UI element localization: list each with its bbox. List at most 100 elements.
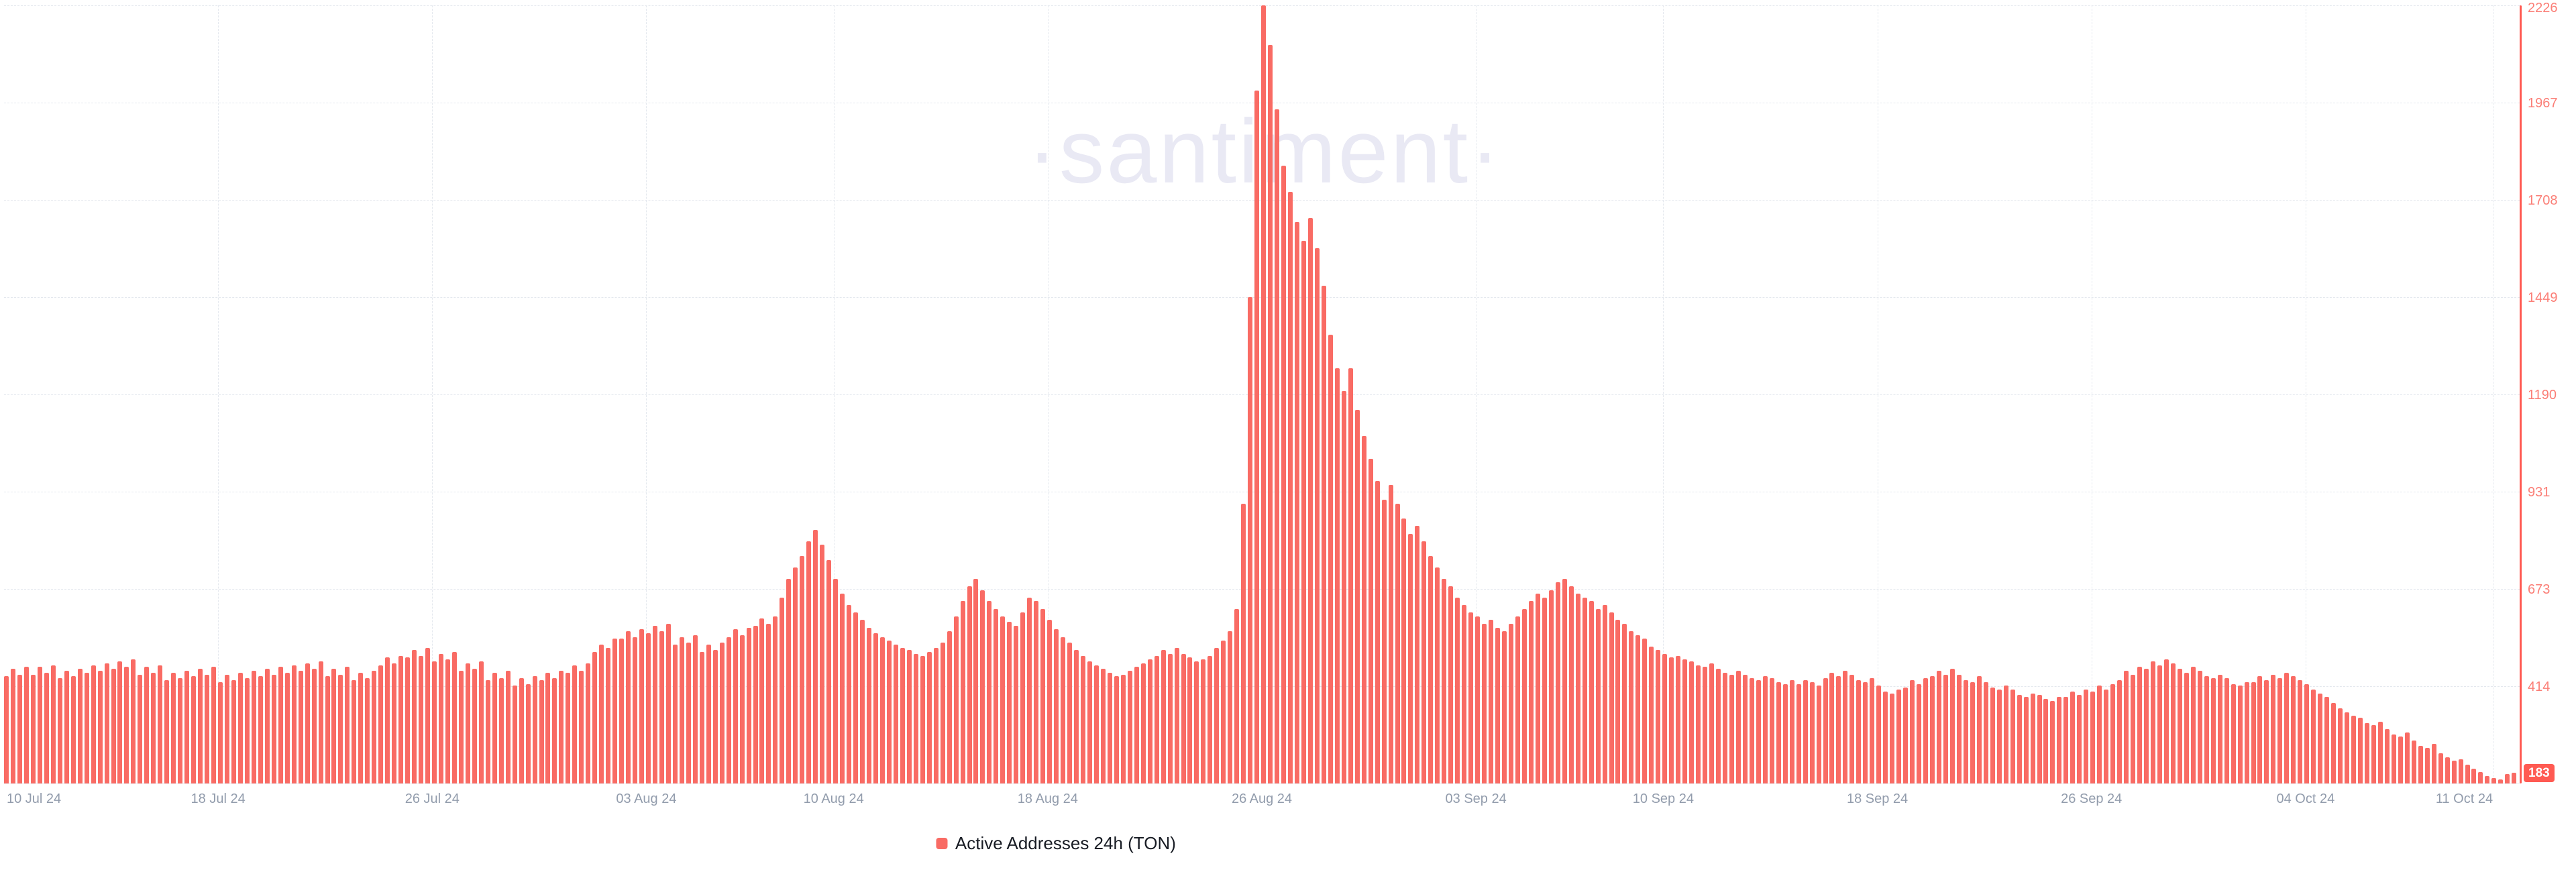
bar[interactable] [940, 642, 945, 783]
bar[interactable] [91, 665, 96, 783]
bar[interactable] [224, 674, 229, 783]
bar[interactable] [599, 644, 604, 783]
bar[interactable] [2157, 665, 2162, 783]
bar[interactable] [124, 667, 129, 783]
bar[interactable] [1863, 682, 1868, 783]
bar[interactable] [947, 631, 952, 783]
bar[interactable] [592, 651, 598, 783]
bar[interactable] [2097, 686, 2102, 783]
bar[interactable] [1167, 653, 1173, 783]
bar[interactable] [639, 629, 645, 783]
bar[interactable] [1535, 594, 1540, 783]
bar[interactable] [258, 676, 263, 783]
bar[interactable] [920, 655, 925, 783]
bar[interactable] [1970, 682, 1975, 783]
bar[interactable] [1107, 672, 1112, 783]
bar[interactable] [1976, 676, 1982, 783]
bar[interactable] [833, 578, 839, 783]
bar[interactable] [900, 648, 905, 783]
bar[interactable] [251, 670, 256, 783]
bar[interactable] [879, 637, 885, 783]
bar[interactable] [1275, 109, 1280, 783]
bar[interactable] [211, 667, 217, 783]
bar[interactable] [1943, 674, 1948, 783]
bar[interactable] [800, 556, 805, 783]
bar[interactable] [2324, 697, 2330, 783]
bar[interactable] [171, 672, 176, 783]
bar[interactable] [2084, 689, 2089, 783]
bar[interactable] [793, 567, 798, 783]
bar[interactable] [733, 629, 738, 783]
bar[interactable] [926, 651, 932, 783]
bar[interactable] [2311, 689, 2316, 783]
bar[interactable] [1401, 519, 1407, 783]
bar[interactable] [2217, 674, 2222, 783]
bar[interactable] [498, 678, 504, 783]
bar[interactable] [2177, 669, 2182, 783]
bar[interactable] [1134, 667, 1139, 783]
bar[interactable] [458, 670, 464, 783]
bar[interactable] [405, 657, 411, 783]
bar[interactable] [2391, 734, 2396, 783]
bar[interactable] [1782, 684, 1788, 783]
bar[interactable] [2204, 676, 2209, 783]
bar[interactable] [646, 633, 651, 783]
bar[interactable] [198, 669, 203, 783]
bar[interactable] [398, 655, 404, 783]
bar[interactable] [532, 676, 537, 783]
bar[interactable] [37, 667, 42, 783]
bar[interactable] [425, 648, 431, 783]
bar[interactable] [1214, 648, 1220, 783]
bar[interactable] [712, 650, 718, 783]
bar[interactable] [505, 670, 511, 783]
bar[interactable] [525, 684, 531, 783]
bar[interactable] [2190, 667, 2196, 783]
bar[interactable] [84, 672, 89, 783]
bar[interactable] [1749, 678, 1754, 783]
bar[interactable] [679, 637, 684, 783]
bar[interactable] [886, 641, 892, 783]
bar[interactable] [2017, 695, 2022, 783]
bar[interactable] [1917, 684, 1922, 783]
bar[interactable] [1742, 674, 1748, 783]
bar[interactable] [338, 674, 343, 783]
bar[interactable] [1221, 641, 1226, 783]
bar[interactable] [1061, 637, 1066, 783]
bar[interactable] [665, 623, 671, 783]
bar[interactable] [1649, 646, 1654, 783]
bar[interactable] [218, 682, 223, 783]
bar[interactable] [445, 659, 450, 783]
bar[interactable] [1007, 622, 1012, 783]
bar[interactable] [2318, 693, 2323, 783]
bar[interactable] [2371, 725, 2376, 783]
bar[interactable] [866, 627, 871, 783]
bar[interactable] [2110, 684, 2116, 783]
bar[interactable] [1093, 665, 1099, 783]
bar[interactable] [1642, 639, 1648, 783]
bar[interactable] [2478, 772, 2483, 783]
bar[interactable] [2277, 678, 2283, 783]
bar[interactable] [1027, 597, 1032, 783]
bar[interactable] [1870, 678, 1875, 783]
bar[interactable] [1254, 90, 1260, 783]
bar[interactable] [2398, 737, 2403, 783]
bar[interactable] [619, 639, 625, 783]
bar[interactable] [1174, 648, 1179, 783]
bar[interactable] [2050, 700, 2055, 783]
bar[interactable] [50, 665, 56, 783]
bar[interactable] [1722, 672, 1727, 783]
bar[interactable] [1040, 608, 1046, 783]
bar[interactable] [1328, 334, 1333, 783]
bar[interactable] [2057, 697, 2062, 783]
bar[interactable] [1990, 688, 1995, 783]
bar[interactable] [492, 672, 497, 783]
bar[interactable] [438, 653, 443, 783]
bar[interactable] [231, 679, 236, 783]
bar[interactable] [1140, 663, 1146, 783]
bar[interactable] [2431, 744, 2436, 783]
bar[interactable] [2438, 753, 2443, 783]
bar[interactable] [893, 644, 898, 783]
bar[interactable] [70, 676, 76, 783]
bar[interactable] [1307, 218, 1313, 783]
bar[interactable] [1589, 601, 1594, 783]
